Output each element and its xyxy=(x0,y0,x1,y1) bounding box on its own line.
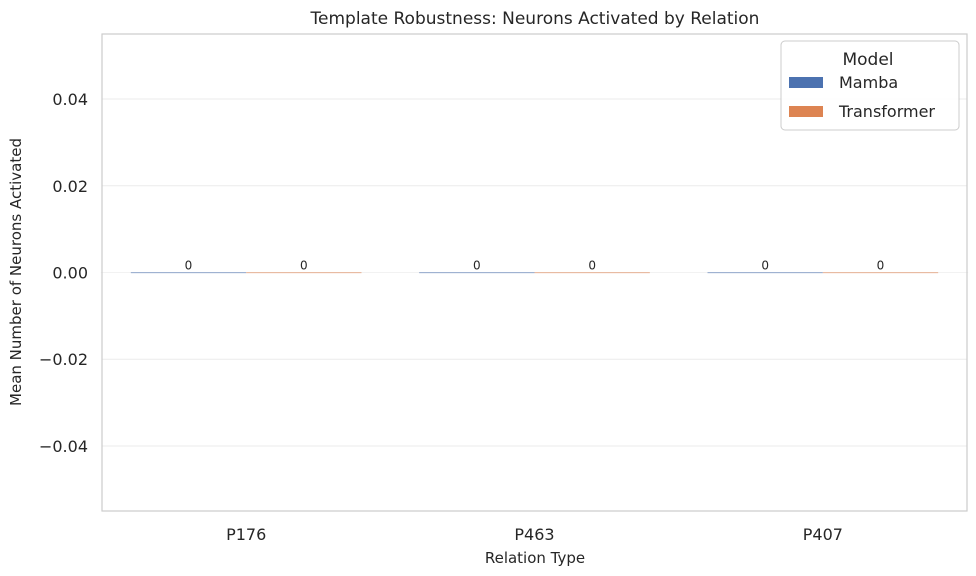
bar-mamba-p463 xyxy=(419,272,535,274)
legend-title: Model xyxy=(842,50,893,70)
y-axis-label: Mean Number of Neurons Activated xyxy=(7,138,25,406)
legend-swatch-transformer xyxy=(789,106,823,117)
legend-label-mamba: Mamba xyxy=(839,73,898,92)
bar-data-label: 0 xyxy=(588,259,596,273)
bar-layer xyxy=(130,272,939,274)
chart-title: Template Robustness: Neurons Activated b… xyxy=(310,9,760,29)
y-tick-label: 0.04 xyxy=(52,90,88,109)
bar-data-label: 0 xyxy=(185,259,193,273)
bar-transformer-p407 xyxy=(822,272,939,274)
bar-label-layer: 0 0 0 0 0 0 xyxy=(185,259,885,273)
y-tick-label: −0.02 xyxy=(39,350,88,369)
bar-data-label: 0 xyxy=(473,259,481,273)
legend: Model Mamba Transformer xyxy=(780,40,960,131)
y-tick-label: 0.02 xyxy=(52,177,88,196)
bar-transformer-p176 xyxy=(246,272,362,274)
x-axis-label: Relation Type xyxy=(485,549,585,567)
y-tick-layer: −0.04 −0.02 0.00 0.02 0.04 xyxy=(39,90,88,456)
bar-data-label: 0 xyxy=(877,259,885,273)
bar-data-label: 0 xyxy=(761,259,769,273)
plot-frame xyxy=(101,33,968,512)
legend-box xyxy=(780,40,960,131)
bar-mamba-p407 xyxy=(707,272,823,274)
x-tick-label: P176 xyxy=(226,525,266,544)
y-tick-label: −0.04 xyxy=(39,437,88,456)
x-tick-label: P407 xyxy=(803,525,843,544)
bar-data-label: 0 xyxy=(300,259,308,273)
legend-items: Mamba Transformer xyxy=(789,73,935,121)
x-tick-layer: P176 P463 P407 xyxy=(226,525,843,544)
legend-label-transformer: Transformer xyxy=(838,102,935,121)
bar-mamba-p176 xyxy=(130,272,247,274)
legend-swatch-mamba xyxy=(789,77,823,88)
bar-transformer-p463 xyxy=(534,272,650,274)
y-tick-label: 0.00 xyxy=(52,264,88,283)
x-tick-label: P463 xyxy=(514,525,554,544)
